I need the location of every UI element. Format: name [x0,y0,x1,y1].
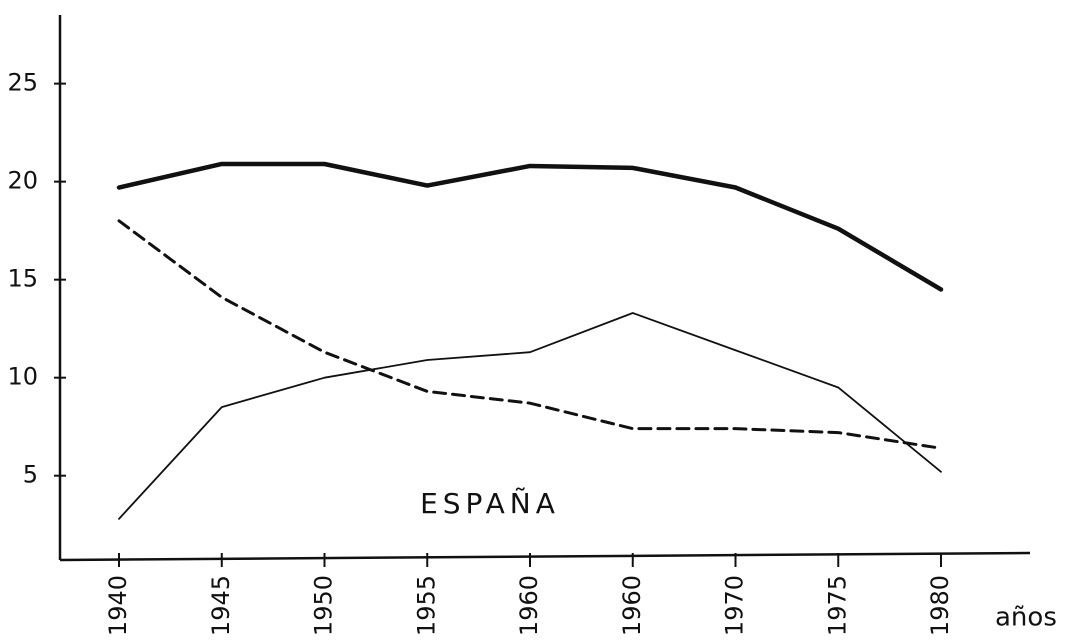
series-line [118,312,942,520]
x-tick-label: 1945 [207,575,235,636]
x-tick-label: 1975 [823,575,851,636]
x-axis [59,551,1031,562]
series-line [116,161,944,292]
y-tick-label: 25 [7,69,38,97]
x-tick-label: 1960 [618,575,646,636]
y-tick-label: 15 [7,265,38,293]
x-axis-label: años [995,603,1057,633]
y-tick-label: 5 [23,461,38,489]
y-tick-label: 10 [7,363,38,391]
x-tick-label: 1970 [721,575,749,636]
y-tick-label: 20 [7,167,38,195]
x-tick-label: 1960 [515,575,543,636]
x-tick-label: 1980 [926,575,954,636]
series-line [117,219,943,450]
annotation: ESPAÑA [420,487,560,520]
x-tick-label: 1940 [104,575,132,636]
x-tick-label: 1950 [310,575,338,636]
x-tick-label: 1955 [412,575,440,636]
